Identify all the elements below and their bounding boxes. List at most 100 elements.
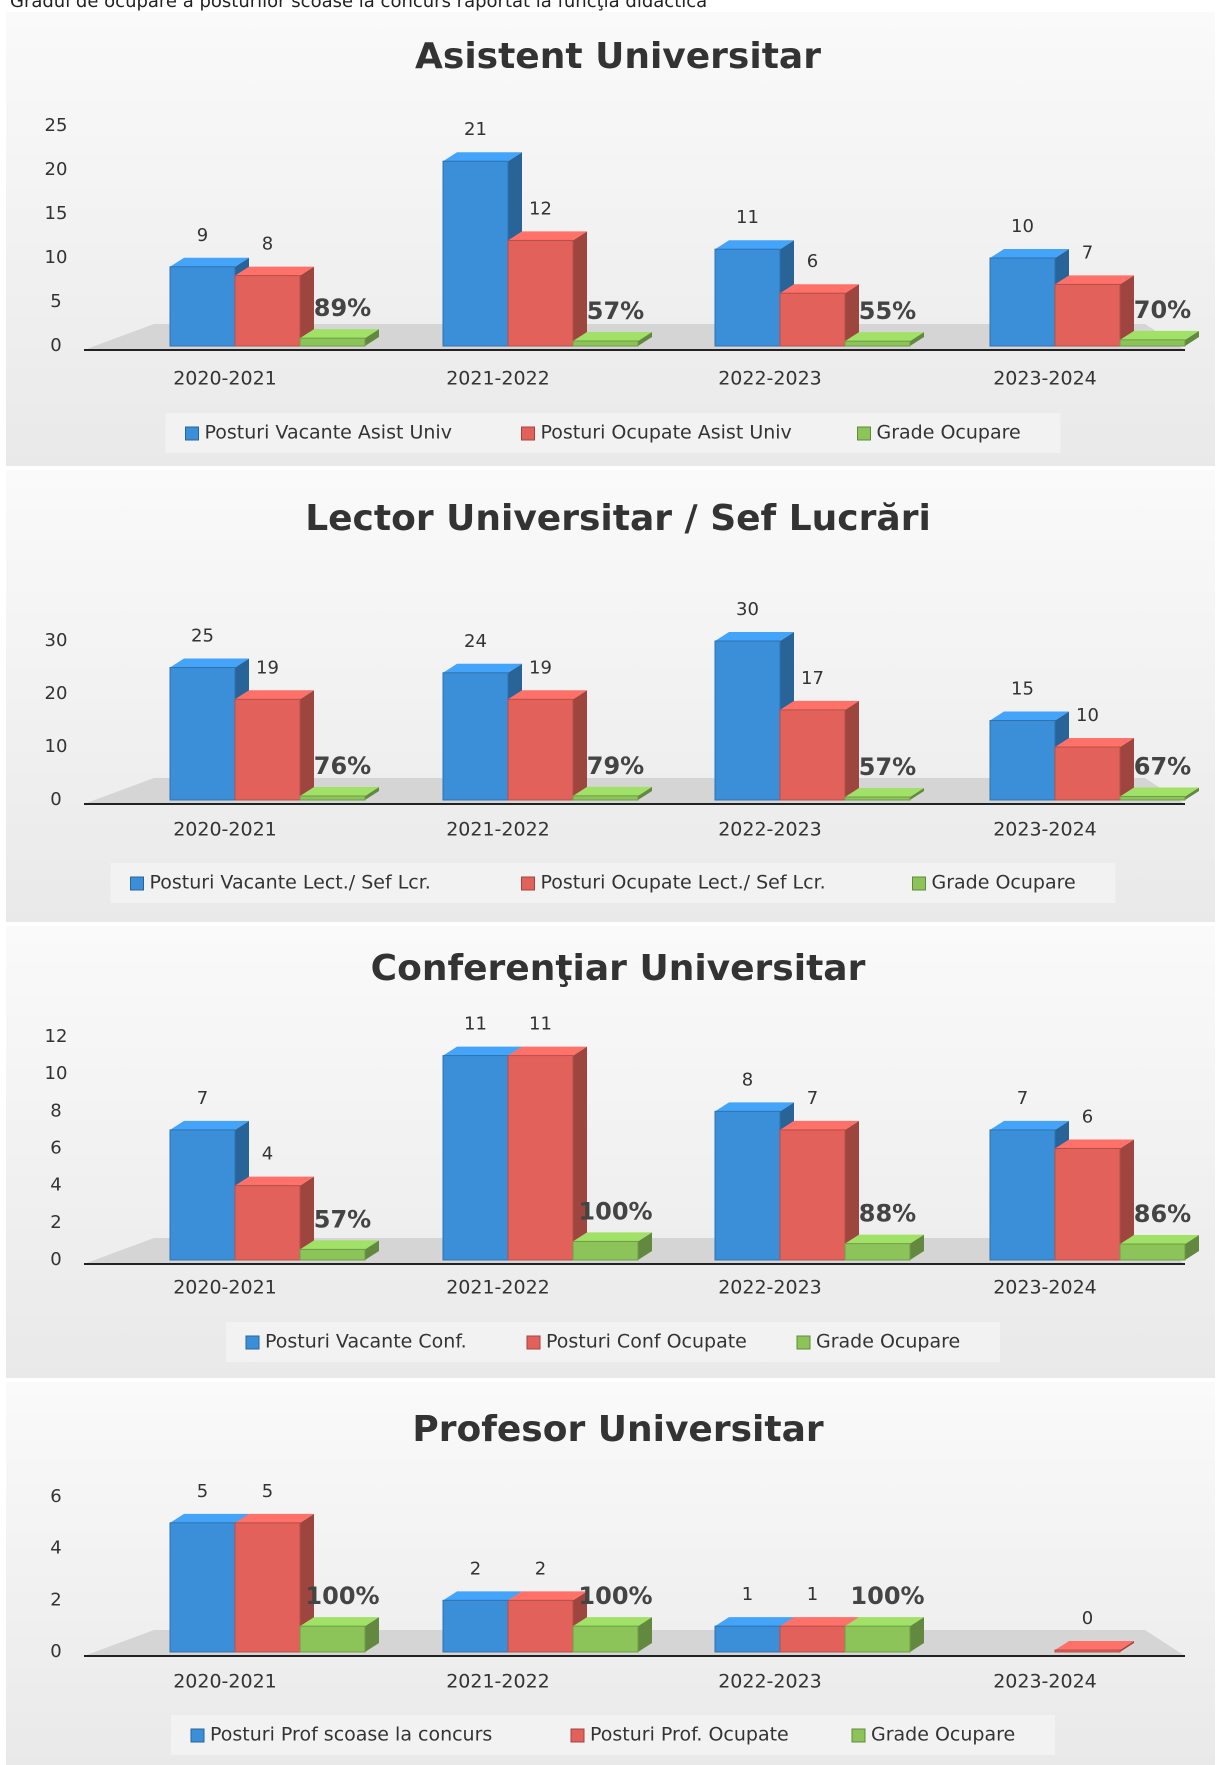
legend-box — [171, 1715, 1055, 1755]
bar-side — [1185, 330, 1199, 346]
bar-side — [365, 786, 379, 800]
y-tick-label: 6 — [50, 1486, 61, 1507]
legend-label: Posturi Vacante Conf. — [265, 1331, 467, 1353]
legend-label: Posturi Vacante Lect./ Sef Lcr. — [150, 872, 431, 894]
bar-top — [845, 1234, 924, 1244]
bar-top — [1055, 738, 1134, 747]
legend-swatch — [796, 1335, 811, 1350]
panel — [6, 12, 1215, 466]
x-tick-label: 2020-2021 — [173, 1671, 277, 1693]
bar-side — [573, 231, 587, 346]
percent-label: 70% — [1134, 296, 1191, 324]
bar-side — [638, 331, 652, 346]
legend-swatch — [190, 1728, 205, 1743]
value-label: 5 — [197, 1481, 208, 1502]
bar-side — [845, 700, 859, 800]
y-tick-label: 0 — [50, 335, 61, 356]
legend-swatch — [851, 1728, 866, 1743]
bar — [1119, 1243, 1186, 1261]
value-label: 1 — [807, 1584, 818, 1605]
bar-top — [300, 329, 379, 339]
x-tick-label: 2021-2022 — [446, 819, 550, 841]
bar — [507, 1599, 574, 1653]
bar — [779, 1625, 846, 1653]
value-label: 10 — [1011, 216, 1034, 237]
value-label: 21 — [464, 119, 487, 140]
bar-side — [573, 1046, 587, 1260]
y-tick-label: 2 — [50, 1212, 61, 1233]
bar-side — [845, 284, 859, 346]
bar — [1119, 339, 1186, 347]
percent-label: 100% — [578, 1197, 652, 1225]
x-tick-label: 2023-2024 — [993, 1671, 1097, 1693]
bar-top — [443, 1591, 522, 1601]
bar — [507, 239, 574, 347]
value-label: 11 — [736, 207, 759, 228]
percent-label: 67% — [1134, 752, 1191, 780]
value-label: 7 — [1082, 242, 1093, 263]
value-label: 6 — [807, 251, 818, 272]
percent-label: 100% — [305, 1582, 379, 1610]
y-tick-label: 6 — [50, 1138, 61, 1159]
legend-label: Grade Ocupare — [932, 872, 1076, 894]
bar — [442, 160, 509, 347]
bar-side — [300, 1513, 314, 1652]
bar — [1054, 283, 1121, 347]
legend-label: Posturi Prof scoase la concurs — [210, 1724, 492, 1746]
bar-top — [443, 152, 522, 162]
bar — [572, 1240, 639, 1261]
percent-label: 55% — [859, 297, 916, 325]
bar-top — [508, 231, 587, 241]
bar-top — [845, 332, 924, 342]
value-label: 0 — [1082, 1608, 1093, 1629]
bar-top — [235, 1513, 314, 1523]
bar-top — [845, 787, 924, 797]
bar-side — [1120, 1641, 1134, 1652]
value-label: 12 — [529, 198, 552, 219]
y-tick-label: 0 — [50, 1249, 61, 1270]
x-tick-label: 2022-2023 — [718, 1277, 822, 1299]
bar — [572, 795, 639, 801]
legend-swatch — [130, 876, 144, 891]
y-tick-label: 5 — [50, 291, 61, 312]
bar — [572, 340, 639, 347]
y-tick-label: 0 — [50, 1641, 61, 1662]
bar-side — [573, 690, 587, 800]
legend-label: Posturi Prof. Ocupate — [590, 1724, 789, 1746]
legend-swatch — [526, 1335, 541, 1350]
value-label: 11 — [529, 1014, 552, 1035]
bar-top — [573, 1617, 652, 1627]
percent-label: 88% — [859, 1200, 916, 1228]
value-label: 2 — [470, 1558, 481, 1579]
y-tick-label: 15 — [45, 203, 68, 224]
percent-label: 100% — [578, 1582, 652, 1610]
percent-label: 79% — [587, 752, 644, 780]
legend-box — [110, 863, 1116, 903]
bar-top — [990, 1120, 1069, 1130]
bar — [989, 257, 1056, 347]
bar — [299, 1248, 366, 1261]
x-tick-label: 2020-2021 — [173, 368, 277, 390]
y-tick-label: 20 — [45, 683, 68, 704]
bar-top — [1120, 787, 1199, 797]
bar — [989, 720, 1056, 801]
bar-side — [910, 1617, 924, 1652]
bar — [1054, 1148, 1121, 1261]
header: Gradul de ocupare a posturilor scoase la… — [10, 0, 707, 12]
bar-side — [365, 1240, 379, 1260]
bar-top — [990, 711, 1069, 721]
bar-top — [170, 257, 249, 267]
bar — [442, 1055, 509, 1261]
bar — [572, 1625, 639, 1653]
bar-side — [300, 690, 314, 800]
chart-title: Asistent Universitar — [415, 36, 821, 77]
x-tick-label: 2022-2023 — [718, 368, 822, 390]
value-label: 30 — [736, 599, 759, 620]
y-tick-label: 12 — [45, 1026, 68, 1047]
bar-side — [910, 332, 924, 346]
value-label: 10 — [1076, 705, 1099, 726]
bar — [299, 795, 366, 801]
bar-top — [780, 1617, 859, 1627]
bar — [779, 709, 846, 801]
y-tick-label: 30 — [45, 630, 68, 651]
